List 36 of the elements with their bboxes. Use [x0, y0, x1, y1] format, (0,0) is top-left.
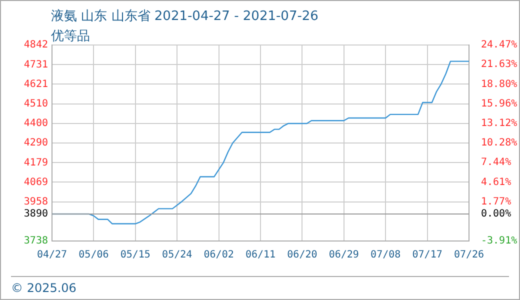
y-tick-label: 4400: [24, 118, 48, 130]
x-tick-label: 07/26: [454, 250, 484, 261]
y-tick-label: 3890: [24, 208, 48, 220]
y2-tick-label: 21.63%: [481, 59, 518, 70]
y2-tick-label: 0.00%: [481, 208, 512, 220]
x-tick-label: 06/29: [328, 250, 359, 261]
text: © 2025.06: [11, 276, 509, 295]
y-tick-label: 4842: [24, 40, 48, 51]
x-tick-label: 05/24: [162, 250, 192, 261]
y2-tick-label: 24.47%: [481, 40, 518, 51]
y2-tick-label: 7.44%: [481, 157, 512, 168]
x-tick-label: 07/17: [412, 250, 442, 261]
x-tick-label: 06/02: [204, 250, 234, 261]
x-tick-label: 06/20: [287, 250, 318, 261]
x-tick-label: 04/27: [36, 250, 68, 261]
y-tick-label: 3738: [24, 236, 48, 247]
y-tick-label: 4731: [24, 59, 48, 70]
y-tick-label: 3958: [24, 196, 48, 208]
y2-tick-label: 10.28%: [481, 138, 518, 149]
y2-tick-label: 1.77%: [481, 196, 512, 208]
y-tick-label: 4069: [24, 176, 48, 188]
x-tick-label: 06/11: [245, 250, 276, 261]
y2-tick-label: -3.91%: [481, 236, 518, 247]
x-tick-label: 07/08: [370, 250, 401, 261]
y-tick-label: 4179: [24, 157, 48, 168]
x-tick-label: 05/15: [120, 250, 150, 261]
y2-tick-label: 4.61%: [481, 176, 512, 188]
y2-tick-label: 13.12%: [481, 118, 518, 129]
x-tick-label: 05/06: [78, 250, 109, 261]
y2-tick-label: 18.80%: [481, 78, 518, 90]
y-tick-label: 4621: [24, 78, 48, 90]
y2-tick-label: 15.96%: [481, 98, 518, 110]
y-tick-label: 4290: [24, 138, 48, 149]
chart-title: 液氨 山东 山东省 2021-04-27 - 2021-07-26: [51, 8, 318, 25]
chart-subtitle: 优等品: [51, 28, 90, 45]
y-tick-label: 4510: [24, 98, 48, 110]
